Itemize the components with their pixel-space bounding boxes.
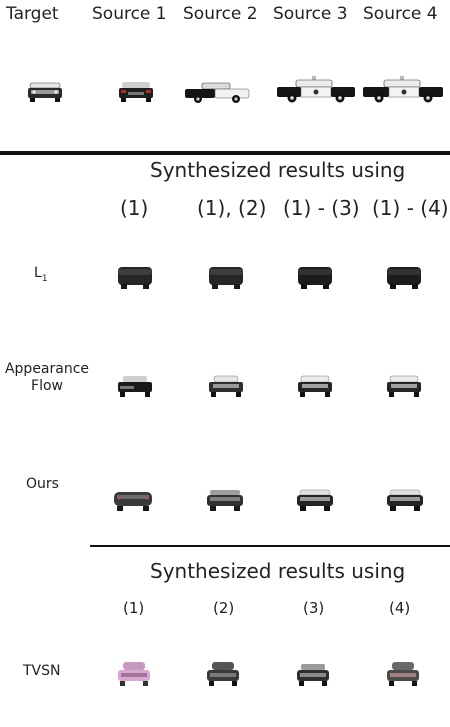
l1-result-1-image [117, 266, 153, 290]
row-label-l1-subscript: 1 [41, 273, 48, 284]
section-1-col-2: (1), (2) [197, 196, 267, 220]
header-source-2: Source 2 [183, 4, 258, 24]
section-1-col-3: (1) - (3) [283, 196, 360, 220]
appearance-flow-result-3-image [297, 374, 333, 400]
target-car-image [27, 80, 63, 104]
section-2-col-3: (3) [303, 599, 325, 617]
header-target: Target [6, 4, 59, 24]
ours-result-1-image [113, 488, 153, 514]
row-label-ours: Ours [26, 476, 59, 492]
tvsn-result-1-image [117, 660, 151, 688]
section-2-col-2: (2) [213, 599, 235, 617]
header-source-4: Source 4 [363, 4, 438, 24]
lower-divider [90, 545, 450, 547]
ours-result-4-image [386, 488, 424, 514]
l1-result-2-image [208, 266, 244, 290]
row-label-appearance-flow-line-2: Flow [31, 378, 63, 394]
section-2-title: Synthesized results using [150, 559, 406, 583]
tvsn-result-3-image [296, 662, 330, 688]
section-2-col-1: (1) [123, 599, 145, 617]
top-divider [0, 151, 450, 155]
source-3-car-image [276, 74, 356, 104]
section-1-title: Synthesized results using [150, 158, 406, 182]
ours-result-2-image [206, 488, 244, 514]
appearance-flow-result-1-image [117, 374, 153, 400]
row-label-appearance-flow: Appearance Flow [3, 361, 91, 395]
tvsn-result-4-image [386, 660, 420, 688]
row-label-l1: L1 [34, 265, 48, 288]
l1-result-3-image [297, 266, 333, 290]
source-4-car-image [362, 74, 444, 104]
row-label-appearance-flow-line-1: Appearance [4, 361, 90, 377]
header-source-1: Source 1 [92, 4, 167, 24]
row-label-tvsn: TVSN [23, 663, 61, 679]
source-1-car-image [118, 80, 154, 104]
header-source-3: Source 3 [273, 4, 348, 24]
l1-result-4-image [386, 266, 422, 290]
section-1-col-4: (1) - (4) [372, 196, 449, 220]
source-2-car-image [184, 82, 250, 104]
row-label-l1-main: L [34, 265, 42, 281]
appearance-flow-result-2-image [208, 374, 244, 400]
appearance-flow-result-4-image [386, 374, 422, 400]
section-2-col-4: (4) [389, 599, 411, 617]
section-1-col-1: (1) [120, 196, 149, 220]
ours-result-3-image [296, 488, 334, 514]
tvsn-result-2-image [206, 660, 240, 688]
